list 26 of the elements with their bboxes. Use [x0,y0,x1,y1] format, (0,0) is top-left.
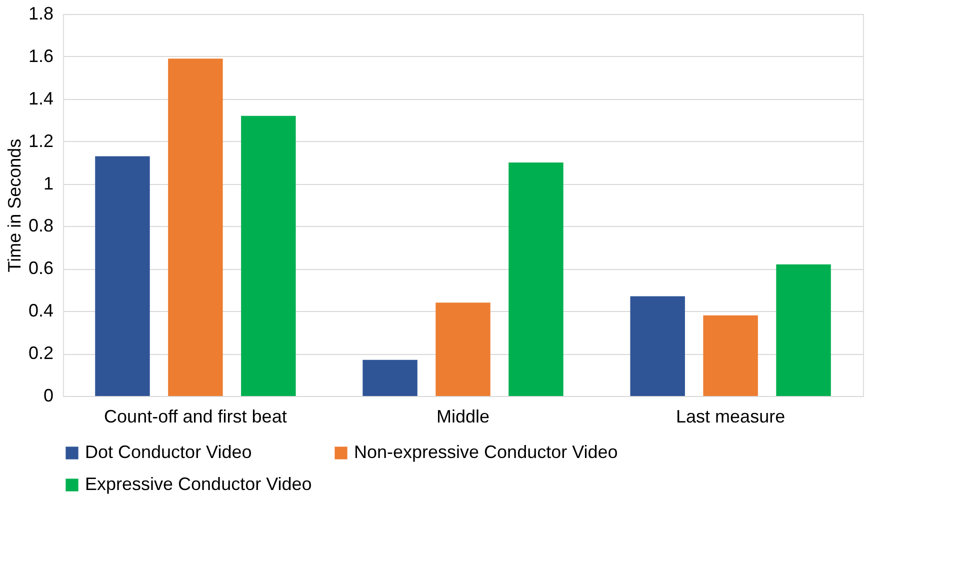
bar [703,315,758,396]
y-tick-label: 0.8 [28,216,54,236]
legend-label: Dot Conductor Video [85,442,252,462]
x-tick-label: Count-off and first beat [104,406,287,426]
bar [630,296,685,396]
y-tick-label: 1.2 [28,130,54,151]
bar [168,58,223,396]
y-tick-label: 0.4 [28,300,54,321]
y-tick-label: 1.4 [28,88,54,108]
bar [508,162,564,396]
y-tick-label: 1.6 [28,46,54,66]
y-axis-title: Time in Seconds [4,138,24,272]
bar [436,302,490,396]
legend-label: Non-expressive Conductor Video [354,442,618,462]
bar [776,264,831,396]
bar [362,360,418,396]
bar [95,156,150,396]
bar [241,116,296,396]
x-tick-label: Last measure [676,406,786,426]
y-tick-label: 0.2 [28,343,54,364]
y-tick-label: 1.8 [28,4,54,24]
legend-label: Expressive Conductor Video [85,474,312,494]
y-tick-label: 0.6 [28,258,54,278]
x-tick-label: Middle [436,406,490,426]
y-tick-label: 1 [43,173,54,194]
y-tick-label: 0 [43,386,54,406]
